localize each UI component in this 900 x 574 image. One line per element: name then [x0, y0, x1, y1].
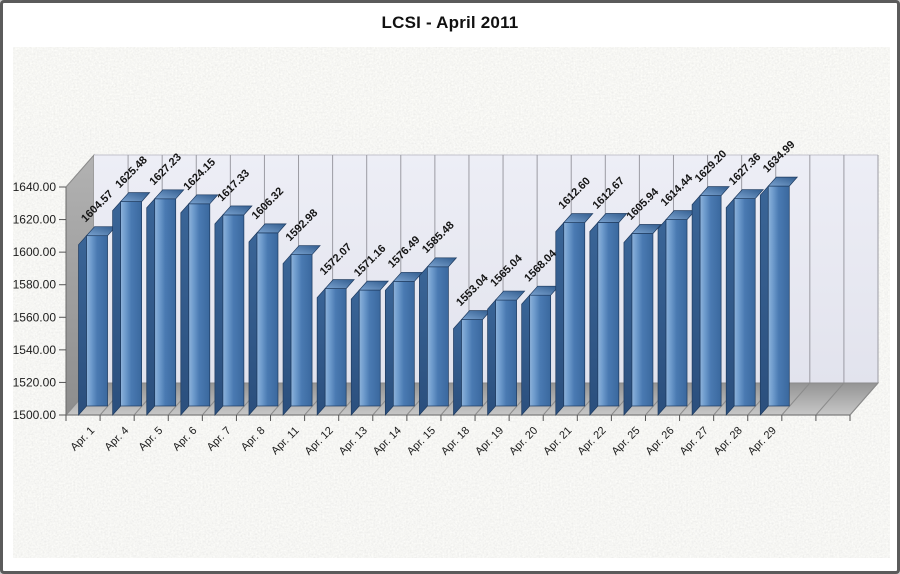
bar-side-face — [623, 232, 633, 416]
bar-front-face — [290, 254, 313, 407]
bar — [248, 223, 287, 416]
y-axis: 1500.00 1520.00 1540.00 1560.00 1580.00 1600.… — [13, 180, 67, 422]
bar — [759, 176, 799, 416]
bar-front-face — [631, 233, 654, 407]
chart-title: LCSI - April 2011 — [381, 13, 519, 32]
bar — [623, 224, 662, 416]
bar-front-face — [733, 198, 756, 407]
bar-side-face — [180, 202, 190, 416]
bar-side-face — [78, 234, 87, 416]
bar-top-face — [256, 223, 287, 234]
bar — [78, 226, 117, 416]
plot-area: 1500.00 1520.00 1540.00 1560.00 1580.00 1600.… — [13, 47, 890, 558]
bar — [214, 205, 253, 416]
x-axis — [65, 415, 851, 421]
bar — [725, 189, 764, 416]
bar-front-face — [461, 319, 483, 407]
bar — [453, 310, 492, 416]
bar-top-face — [153, 189, 185, 200]
bars-group — [78, 176, 799, 416]
bar-side-face — [248, 231, 258, 416]
bar-side-face — [419, 265, 428, 416]
bar — [350, 280, 390, 416]
floor-separator-line — [815, 382, 845, 416]
bar-top-face — [324, 279, 355, 289]
bar-top-face — [562, 213, 594, 223]
bar-side-face — [725, 197, 735, 416]
bar-top-face — [358, 280, 390, 291]
bar-side-face — [759, 185, 769, 416]
bar-front-face — [495, 299, 517, 407]
bar-side-face — [487, 299, 496, 416]
bar-side-face — [657, 218, 667, 416]
bar — [384, 272, 424, 416]
bar-side-face — [316, 287, 326, 416]
bar-front-face — [529, 294, 552, 407]
bar-top-face — [188, 194, 219, 205]
bar-side-face — [384, 280, 394, 416]
bar — [316, 279, 355, 416]
y-axis-label: 1620.00 — [13, 213, 57, 227]
bar-front-face — [767, 185, 790, 407]
bar-front-face — [563, 222, 586, 407]
bar — [555, 213, 594, 416]
bar-front-face — [222, 214, 245, 407]
bar — [112, 192, 151, 416]
bar — [657, 210, 696, 416]
bar-side-face — [214, 213, 224, 416]
bar-side-face — [350, 289, 360, 416]
bar-front-face — [665, 219, 688, 407]
bar-side-face — [112, 200, 121, 416]
bar-front-face — [154, 198, 177, 407]
bar-front-face — [86, 235, 108, 407]
bar — [180, 194, 219, 416]
bar-side-face — [589, 221, 599, 416]
bar-top-face — [733, 189, 764, 199]
bar-front-face — [597, 222, 620, 407]
bar-front-face — [392, 281, 415, 407]
bar — [419, 257, 458, 416]
bar-front-face — [120, 201, 142, 407]
floor-separator-line — [849, 382, 879, 416]
y-axis-label: 1640.00 — [13, 180, 57, 194]
bar-front-face — [358, 289, 381, 407]
bar-front-face — [699, 195, 722, 407]
y-axis-label: 1600.00 — [13, 245, 57, 259]
bar — [691, 186, 730, 416]
bar-top-face — [699, 186, 730, 196]
y-axis-label: 1560.00 — [13, 310, 57, 324]
bar-side-face — [453, 318, 462, 416]
bar-top-face — [767, 176, 799, 187]
bar-front-face — [324, 288, 347, 407]
bar-side-face — [146, 197, 156, 416]
bar — [146, 189, 185, 416]
bar — [589, 213, 628, 416]
bar-front-face — [427, 266, 449, 407]
bar-top-face — [222, 205, 253, 216]
y-axis-label: 1500.00 — [13, 408, 57, 422]
bar — [487, 290, 526, 416]
y-axis-label: 1580.00 — [13, 278, 57, 292]
y-axis-label: 1520.00 — [13, 375, 57, 389]
bar-top-face — [426, 257, 458, 268]
bar-top-face — [290, 245, 321, 255]
y-axis-label: 1540.00 — [13, 343, 57, 357]
bar-side-face — [555, 221, 565, 416]
bar-side-face — [282, 253, 292, 416]
bar-front-face — [256, 232, 279, 407]
bar-top-face — [631, 224, 662, 234]
bar — [282, 245, 321, 416]
bar-front-face — [188, 203, 211, 407]
bar-top-face — [597, 213, 628, 223]
bar-top-face — [494, 290, 526, 301]
bar-side-face — [521, 294, 531, 416]
bar-top-face — [119, 192, 151, 202]
floor-separator-line — [781, 382, 811, 416]
bar-side-face — [691, 194, 701, 416]
